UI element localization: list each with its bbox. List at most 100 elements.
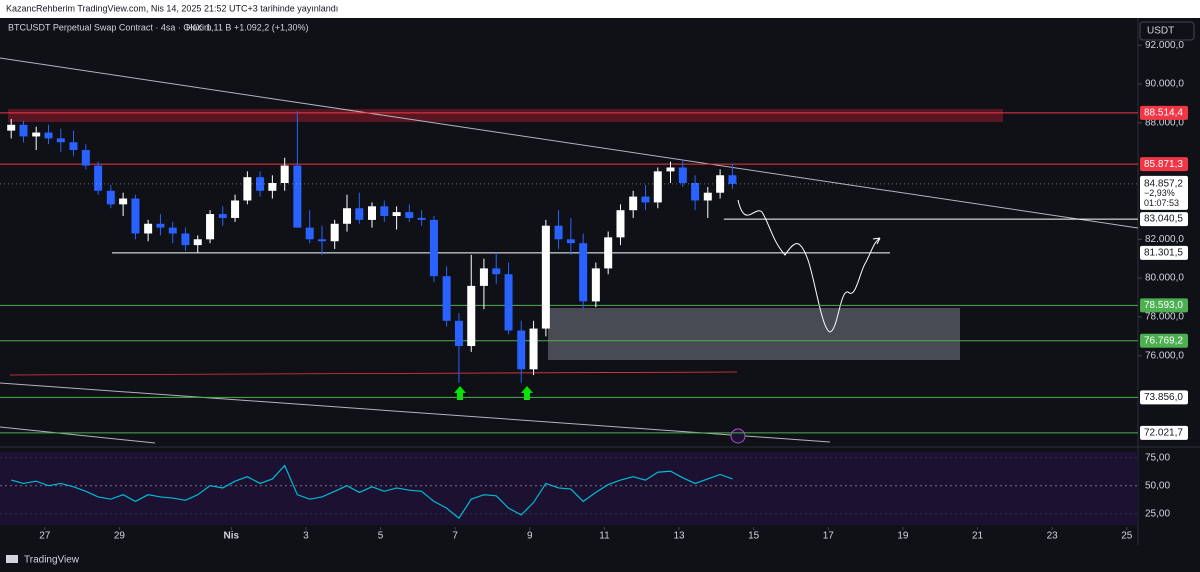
price-label: 81.301,5: [1144, 247, 1183, 258]
published: KazancRehberim TradingView.com, Nis 14, …: [6, 3, 338, 13]
candle-body: [405, 212, 414, 218]
volume: 1,11 B: [206, 22, 231, 32]
candle-body: [666, 167, 675, 172]
last-price-box: [1140, 175, 1188, 210]
y-tick-label: 88.000,0: [1145, 117, 1184, 128]
price-label-box: [1140, 212, 1188, 227]
last-price-label: 84.857,2: [1144, 178, 1183, 189]
price-label-box: [1140, 333, 1188, 348]
trendline: [0, 57, 1139, 229]
trendline: [0, 426, 156, 444]
price-label: 76.769,2: [1144, 335, 1183, 346]
candle-body: [442, 276, 451, 321]
last-price-countdown: 01:07:53: [1144, 198, 1179, 208]
candle-body: [492, 268, 501, 275]
price-label-box: [1140, 105, 1188, 120]
header-bar: [0, 0, 1200, 18]
candle-body: [566, 239, 575, 244]
candle-body: [641, 196, 650, 203]
x-tick-label: 19: [897, 531, 909, 542]
candle-body: [716, 175, 725, 193]
candle-body: [32, 132, 41, 137]
candle-body: [156, 223, 165, 228]
currency-box[interactable]: [1139, 21, 1195, 41]
candle-body: [193, 239, 202, 246]
candle-body: [256, 177, 265, 191]
y-tick-label: 80.000,0: [1145, 273, 1184, 284]
x-tick-label: 21: [972, 531, 984, 542]
candle-body: [616, 210, 625, 238]
x-tick-label: 15: [748, 531, 760, 542]
candle-body: [168, 227, 177, 234]
candle-body: [7, 124, 16, 131]
candle-body: [392, 212, 401, 217]
candle-body: [330, 223, 339, 242]
y-tick-label: 82.000,0: [1145, 234, 1184, 245]
y-tick-label: 76.000,0: [1145, 350, 1184, 361]
candle-body: [529, 328, 538, 370]
candle-body: [629, 196, 638, 211]
candle-body: [355, 208, 364, 220]
candle-body: [728, 175, 737, 184]
price-label: 88.514,4: [1144, 108, 1183, 119]
candle-body: [653, 171, 662, 203]
x-tick-label: 7: [452, 531, 458, 542]
candle-body: [56, 138, 65, 143]
candle-body: [517, 330, 526, 370]
candle-body: [317, 239, 326, 242]
candle-body: [342, 208, 351, 224]
candle-body: [293, 165, 302, 228]
trendline: [0, 382, 831, 443]
candle-body: [81, 150, 90, 166]
candle-body: [678, 167, 687, 184]
last-price-change: −2,93%: [1144, 188, 1175, 198]
price-label: 73.856,0: [1144, 392, 1183, 403]
candle-body: [181, 233, 190, 246]
x-tick-label: 9: [527, 531, 533, 542]
price-label-box: [1140, 157, 1188, 172]
candle-body: [380, 206, 389, 217]
buy-arrow: [521, 386, 533, 400]
event-icon[interactable]: [730, 428, 746, 444]
brand: TradingView: [24, 555, 80, 566]
candle-body: [218, 214, 227, 218]
candle-body: [579, 243, 588, 302]
candle-body: [591, 268, 600, 302]
candle-body: [367, 206, 376, 220]
change: +1.092,2 (+1,30%): [234, 22, 309, 32]
candle-body: [467, 285, 476, 347]
candle-body: [144, 223, 153, 234]
y-tick-label: 78.000,0: [1145, 312, 1184, 323]
candle-body: [305, 227, 314, 240]
candle-body: [44, 132, 53, 139]
candle-body: [554, 225, 563, 240]
x-tick-label: 5: [378, 531, 384, 542]
price-label-box: [1140, 298, 1188, 313]
candle-body: [541, 225, 550, 329]
footer: [0, 548, 1200, 572]
symbol: BTCUSDT Perpetual Swap Contract · 4sa · …: [8, 22, 202, 32]
x-tick-label: Nis: [224, 531, 240, 542]
price-label: 85.871,3: [1144, 159, 1183, 170]
x-tick-label: 25: [1121, 531, 1133, 542]
price-label-box: [1140, 390, 1188, 405]
candle-body: [429, 219, 438, 277]
candle-body: [268, 183, 277, 191]
volume-label: Hacim: [186, 22, 212, 32]
candle-body: [94, 165, 103, 191]
x-tick-label: 11: [599, 531, 610, 542]
projection-path: [737, 199, 881, 333]
candle-body: [703, 192, 712, 201]
candle-body: [131, 198, 140, 234]
candle-body: [69, 142, 78, 151]
projection-arrowhead: [872, 237, 881, 245]
candle-body: [604, 237, 613, 269]
price-label: 78.593,0: [1144, 300, 1183, 311]
candle-body: [504, 274, 513, 331]
buy-arrow: [454, 386, 466, 400]
candle-body: [19, 124, 28, 137]
y-tick-label: 90.000,0: [1145, 79, 1184, 90]
price-label: 72.021,7: [1144, 428, 1183, 439]
price-label-box: [1140, 425, 1188, 440]
